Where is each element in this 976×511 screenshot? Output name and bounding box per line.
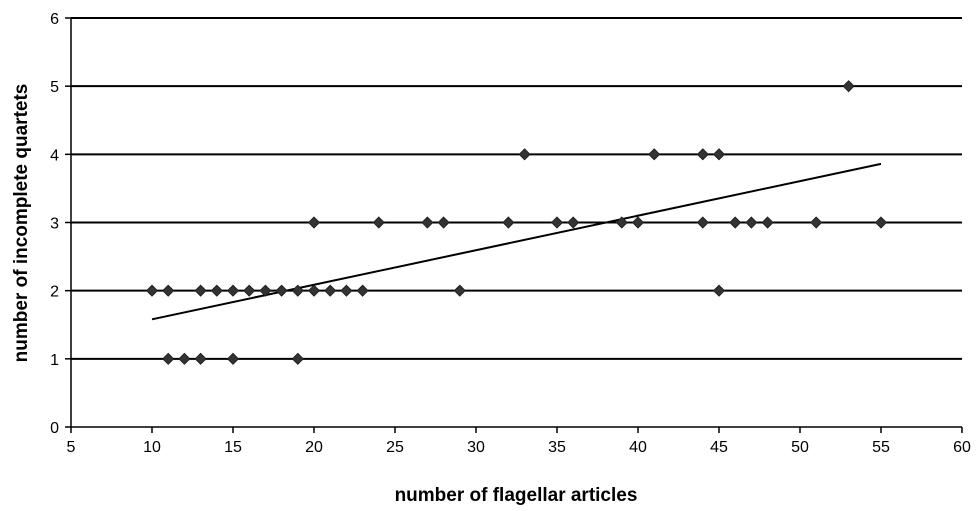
x-tick-label-60: 60 <box>953 439 971 456</box>
data-point <box>307 284 321 297</box>
data-point <box>356 284 369 297</box>
y-tick-label-6: 6 <box>50 11 59 28</box>
axes <box>65 17 963 433</box>
trendline <box>151 162 882 321</box>
data-point <box>615 216 628 229</box>
y-tick-label-0: 0 <box>50 420 59 437</box>
y-tick-labels: 0 1 2 3 4 5 6 <box>50 11 59 437</box>
x-tick-label-35: 35 <box>548 439 566 456</box>
data-points <box>145 80 888 365</box>
data-point <box>874 216 888 229</box>
data-point <box>437 216 450 229</box>
x-tick-label-30: 30 <box>467 439 485 456</box>
data-point <box>761 216 774 229</box>
y-tick-label-4: 4 <box>50 147 59 164</box>
data-point <box>631 216 645 229</box>
trendline-group <box>151 162 882 321</box>
data-point <box>226 284 240 297</box>
data-point <box>291 352 304 365</box>
data-point <box>518 148 531 161</box>
data-point <box>712 284 726 297</box>
data-point <box>502 216 515 229</box>
data-point <box>275 284 288 297</box>
data-point <box>145 284 159 297</box>
data-point <box>453 284 466 297</box>
data-point <box>421 216 434 229</box>
x-tick-label-5: 5 <box>67 439 76 456</box>
data-point <box>696 216 709 229</box>
data-point <box>340 284 353 297</box>
data-point <box>324 284 337 297</box>
x-axis-title: number of flagellar articles <box>395 485 638 506</box>
data-point <box>810 216 823 229</box>
x-tick-label-15: 15 <box>224 439 242 456</box>
data-point <box>259 284 272 297</box>
data-point <box>291 284 304 297</box>
data-point <box>648 148 661 161</box>
data-point <box>567 216 580 229</box>
data-point <box>194 352 207 365</box>
y-axis-title: number of incomplete quartets <box>11 84 32 363</box>
data-point <box>210 284 223 297</box>
y-tick-label-1: 1 <box>50 352 59 369</box>
data-point <box>178 352 191 365</box>
data-point <box>745 216 758 229</box>
data-point <box>842 80 855 93</box>
data-point <box>307 216 321 229</box>
x-tick-labels: 5 10 15 20 25 30 35 40 45 50 55 60 <box>67 439 971 456</box>
y-tick-label-2: 2 <box>50 284 59 301</box>
y-tick-label-5: 5 <box>50 79 59 96</box>
x-tick-label-20: 20 <box>305 439 323 456</box>
x-tick-label-25: 25 <box>386 439 404 456</box>
data-point <box>712 148 726 161</box>
data-point <box>729 216 742 229</box>
x-tick-label-40: 40 <box>629 439 647 456</box>
data-point <box>243 284 256 297</box>
data-point <box>162 352 175 365</box>
x-tick-label-50: 50 <box>791 439 809 456</box>
data-point <box>162 284 175 297</box>
x-tick-label-55: 55 <box>872 439 890 456</box>
data-point <box>696 148 709 161</box>
y-tick-label-3: 3 <box>50 216 59 233</box>
x-tick-label-10: 10 <box>143 439 161 456</box>
data-point <box>550 216 564 229</box>
data-point <box>372 216 385 229</box>
data-point <box>194 284 207 297</box>
data-point <box>226 352 240 365</box>
x-tick-label-45: 45 <box>710 439 728 456</box>
